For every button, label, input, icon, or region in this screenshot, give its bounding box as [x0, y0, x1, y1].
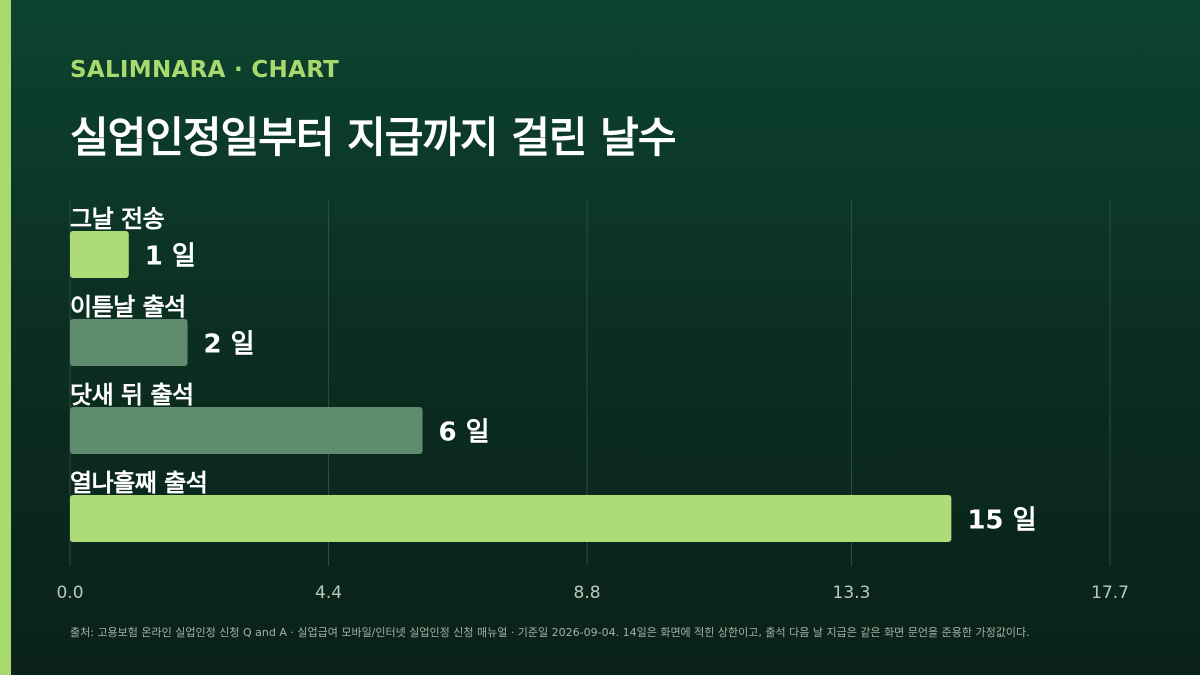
value-label: 15 일: [967, 506, 1036, 536]
brand-label: SALIMNARA · CHART: [70, 57, 340, 83]
value-label: 6 일: [439, 418, 490, 448]
bar: [70, 407, 423, 454]
x-tick-label: 8.8: [574, 583, 601, 603]
bar: [70, 495, 952, 542]
category-label: 이튿날 출석: [70, 293, 186, 321]
category-label: 열나흘째 출석: [70, 469, 207, 497]
x-tick-label: 13.3: [833, 583, 871, 603]
x-tick-label: 0.0: [56, 583, 83, 603]
accent-bar: [0, 0, 11, 675]
x-tick-label: 17.7: [1091, 583, 1129, 603]
source-footnote: 출처: 고용보험 온라인 실업인정 신청 Q and A · 실업급여 모바일/…: [70, 626, 1030, 639]
category-label: 그날 전송: [70, 205, 165, 233]
chart-title: 실업인정일부터 지급까지 걸린 날수: [70, 113, 676, 162]
x-tick-label: 4.4: [315, 583, 342, 603]
category-label: 닷새 뒤 출석: [70, 381, 194, 409]
value-label: 1 일: [145, 242, 196, 272]
bar: [70, 231, 129, 278]
bar: [70, 319, 188, 366]
value-label: 2 일: [204, 330, 255, 360]
